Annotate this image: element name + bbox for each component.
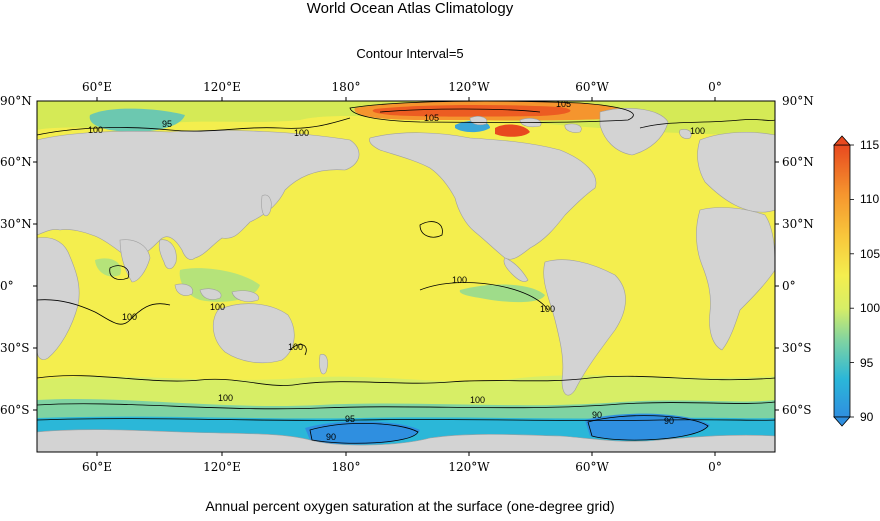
bottom-lon-label: 60°W	[575, 460, 609, 474]
left-lat-label: 60°N	[0, 155, 32, 169]
contour-label: 100	[122, 312, 137, 322]
contour-label: 100	[210, 302, 225, 312]
map-caption: Annual percent oxygen saturation at the …	[205, 498, 615, 514]
map-frame	[36, 100, 776, 453]
top-lon-label: 120°W	[448, 80, 490, 94]
axis-ticks	[33, 97, 779, 456]
land	[37, 108, 775, 452]
contour-label: 105	[424, 113, 439, 123]
colorbar-tick-label: 105	[860, 246, 880, 261]
colorbar	[833, 135, 854, 427]
left-lat-label: 30°N	[0, 217, 32, 231]
contour-label: 95	[162, 119, 172, 129]
top-lon-label: 60°W	[575, 80, 609, 94]
contour-label: 95	[345, 414, 355, 424]
bottom-lon-label: 180°	[331, 460, 361, 474]
contour-label: 100	[690, 126, 705, 136]
top-lon-label: 180°	[331, 80, 361, 94]
colorbar-tick-label: 100	[860, 301, 880, 316]
map-title: World Ocean Atlas Climatology	[306, 0, 514, 17]
arabian-sea	[95, 258, 121, 277]
right-lat-label: 90°N	[782, 94, 814, 108]
bottom-lon-label: 120°W	[448, 460, 490, 474]
bottom-lon-label: 60°E	[81, 460, 113, 474]
colorbar-tick-label: 90	[860, 410, 874, 424]
low-region-arctic	[89, 108, 185, 132]
map-subtitle: Contour Interval=5	[356, 46, 464, 61]
colorbar-tick-label: 95	[860, 355, 874, 370]
top-lon-label: 120°E	[203, 80, 241, 94]
very-high-region	[372, 104, 571, 117]
contour-label: 90	[592, 410, 602, 420]
contour-lines	[37, 101, 775, 444]
right-lat-label: 60°N	[782, 155, 814, 169]
bottom-lon-label: 120°E	[203, 460, 241, 474]
contour-label: 100	[294, 128, 309, 138]
very-high-hudson	[495, 124, 530, 137]
left-lat-label: 30°S	[0, 341, 30, 355]
contour-label: 90	[664, 416, 674, 426]
right-lat-label: 30°S	[782, 341, 812, 355]
left-lat-label: 90°N	[0, 94, 32, 108]
left-lat-label: 60°S	[0, 403, 30, 417]
contour-label: 100	[452, 275, 467, 285]
left-lat-label: 0°	[0, 279, 14, 293]
ross-sea-very-low	[305, 421, 420, 445]
contour-label: 105	[556, 99, 571, 109]
contour-label: 100	[88, 125, 103, 135]
right-lat-label: 60°S	[782, 403, 812, 417]
contour-label: 100	[288, 342, 303, 352]
contour-label: 100	[540, 304, 555, 314]
bottom-lon-label: 0°	[708, 460, 722, 474]
colorbar-under-triangle	[833, 416, 851, 427]
contour-label-group: 105 105 100 95 100 100 100 100 100 100 1…	[88, 99, 705, 442]
right-lat-label: 0°	[782, 279, 796, 293]
colorbar-tick-label: 110	[860, 192, 880, 207]
contour-label: 100	[218, 393, 233, 403]
equatorial-pacific-low	[459, 284, 545, 303]
contour-label: 90	[326, 432, 336, 442]
colorbar-gradient	[833, 144, 851, 418]
colorbar-tick-label: 115	[860, 138, 880, 152]
contour-label: 100	[470, 395, 485, 405]
right-lat-label: 30°N	[782, 217, 814, 231]
colorbar-over-triangle	[833, 135, 851, 146]
top-lon-label: 60°E	[81, 80, 113, 94]
top-lon-label: 0°	[708, 80, 722, 94]
